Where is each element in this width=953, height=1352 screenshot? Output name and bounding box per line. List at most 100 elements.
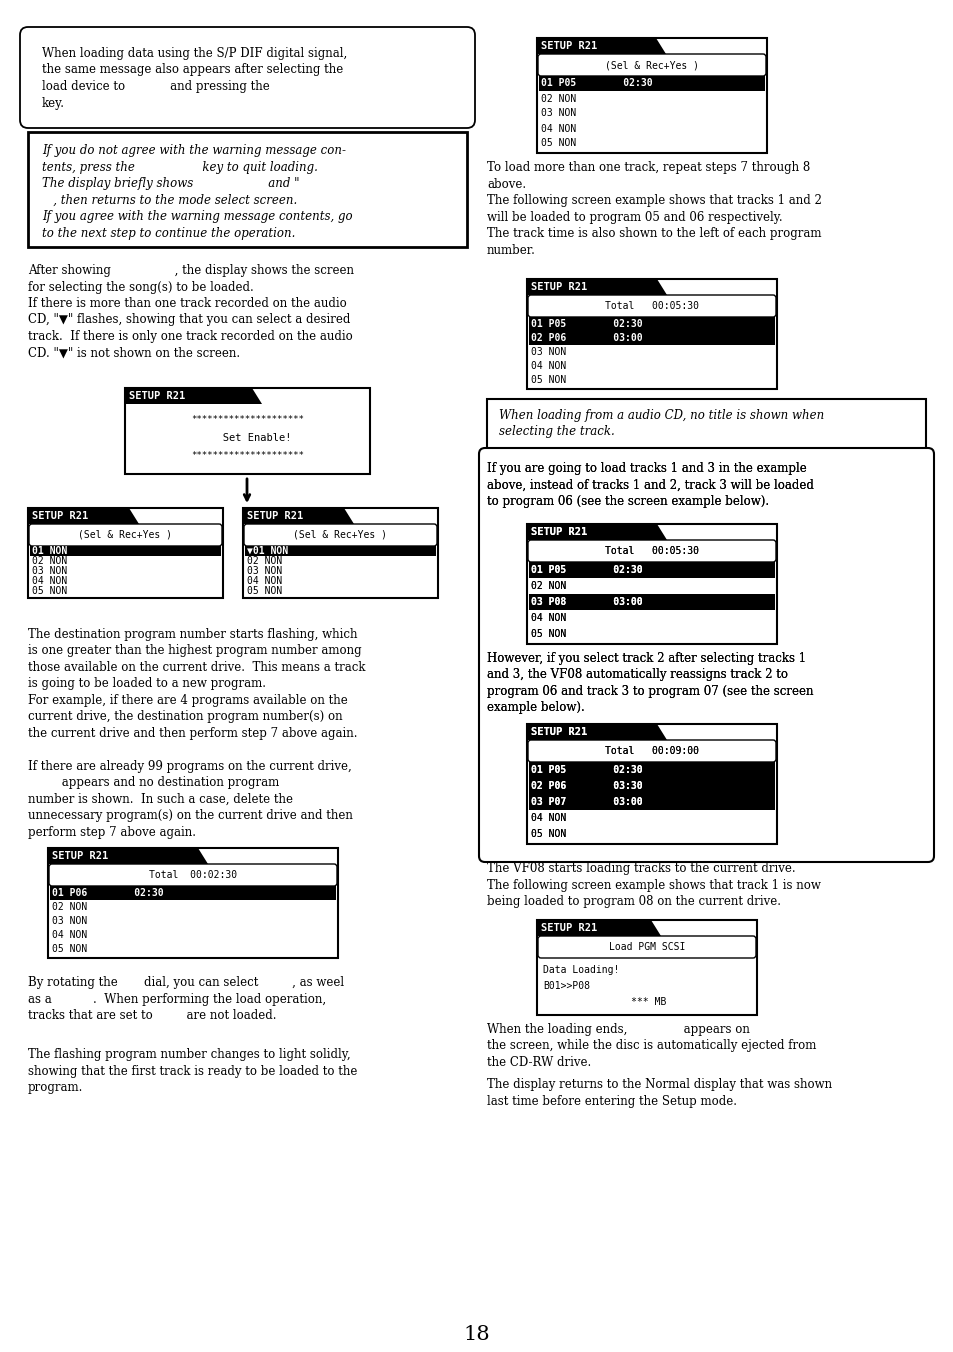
Text: 03 P07        03:00: 03 P07 03:00	[531, 796, 642, 807]
Bar	[529, 794, 774, 810]
Text: 18: 18	[463, 1325, 490, 1344]
FancyBboxPatch shape	[527, 740, 775, 763]
Text: 05 NON: 05 NON	[531, 375, 566, 385]
Bar	[529, 594, 774, 610]
FancyBboxPatch shape	[537, 936, 755, 959]
Text: SETUP R21: SETUP R21	[531, 527, 587, 537]
Polygon shape	[657, 725, 666, 740]
Text: SETUP R21: SETUP R21	[531, 283, 587, 292]
Text: SETUP R21: SETUP R21	[247, 511, 303, 521]
Text: 05 NON: 05 NON	[531, 829, 566, 840]
Text: SETUP R21: SETUP R21	[531, 527, 587, 537]
Bar	[526, 725, 776, 844]
Bar	[526, 725, 657, 740]
Bar	[28, 508, 223, 598]
FancyBboxPatch shape	[20, 27, 475, 128]
Text: 02 NON: 02 NON	[540, 93, 576, 104]
Text: 02 NON: 02 NON	[32, 556, 67, 566]
Text: If you are going to load tracks 1 and 3 in the example
above, instead of tracks : If you are going to load tracks 1 and 3 …	[486, 462, 813, 508]
Text: Set Enable!: Set Enable!	[204, 433, 291, 443]
Bar	[486, 399, 925, 454]
Bar	[537, 38, 656, 54]
Bar	[243, 508, 344, 525]
Text: 03 NON: 03 NON	[52, 917, 87, 926]
FancyBboxPatch shape	[29, 525, 222, 546]
Text: 01 P05        02:30: 01 P05 02:30	[531, 765, 642, 775]
Text: 01 P05        02:30: 01 P05 02:30	[531, 319, 642, 329]
FancyBboxPatch shape	[527, 295, 775, 316]
Bar	[529, 794, 774, 810]
Bar	[529, 777, 774, 794]
Text: 01 P06        02:30: 01 P06 02:30	[52, 888, 164, 898]
Polygon shape	[650, 919, 660, 936]
Polygon shape	[657, 725, 666, 740]
Bar	[529, 562, 774, 579]
Text: B01>>P08: B01>>P08	[542, 982, 589, 991]
Bar	[526, 525, 776, 644]
Text: *********************: *********************	[191, 415, 304, 425]
Text: 02 NON: 02 NON	[247, 556, 282, 566]
Text: Total   00:05:30: Total 00:05:30	[604, 546, 699, 556]
Text: 04 NON: 04 NON	[540, 123, 576, 134]
Text: Total   00:05:30: Total 00:05:30	[604, 301, 699, 311]
Text: When loading data using the S/P DIF digital signal,
the same message also appear: When loading data using the S/P DIF digi…	[42, 47, 347, 110]
Text: Data Loading!: Data Loading!	[542, 965, 618, 975]
Text: 04 NON: 04 NON	[531, 813, 566, 823]
FancyBboxPatch shape	[478, 448, 933, 863]
Text: 01 P05        02:30: 01 P05 02:30	[531, 765, 642, 775]
Text: SETUP R21: SETUP R21	[540, 923, 597, 933]
Text: 04 NON: 04 NON	[531, 361, 566, 370]
Bar	[30, 546, 221, 556]
Text: 04 NON: 04 NON	[52, 930, 87, 940]
FancyBboxPatch shape	[537, 54, 765, 76]
Text: SETUP R21: SETUP R21	[540, 41, 597, 51]
Text: If you do not agree with the warning message con-
tents, press the              : If you do not agree with the warning mes…	[42, 145, 353, 239]
Bar	[537, 38, 766, 153]
Text: 03 NON: 03 NON	[32, 566, 67, 576]
Text: (Sel & Rec+Yes ): (Sel & Rec+Yes )	[78, 530, 172, 539]
Text: 03 NON: 03 NON	[247, 566, 282, 576]
Text: 02 P06        03:30: 02 P06 03:30	[531, 781, 642, 791]
Text: 02 P06        03:30: 02 P06 03:30	[531, 781, 642, 791]
Text: 02 P06        03:00: 02 P06 03:00	[531, 333, 642, 343]
Text: 03 P08        03:00: 03 P08 03:00	[531, 598, 642, 607]
Text: (Sel & Rec+Yes ): (Sel & Rec+Yes )	[294, 530, 387, 539]
Text: However, if you select track 2 after selecting tracks 1
and 3, the VF08 automati: However, if you select track 2 after sel…	[486, 652, 813, 714]
Bar	[529, 763, 774, 777]
Bar	[526, 279, 776, 389]
Polygon shape	[344, 508, 354, 525]
Text: Total   00:09:00: Total 00:09:00	[604, 746, 699, 756]
Text: After showing                 , the display shows the screen
for selecting the s: After showing , the display shows the sc…	[28, 264, 354, 360]
Text: SETUP R21: SETUP R21	[531, 727, 587, 737]
FancyBboxPatch shape	[244, 525, 436, 546]
Polygon shape	[657, 525, 666, 539]
Text: When the loading ends,               appears on
the screen, while the disc is au: When the loading ends, appears on the sc…	[486, 1023, 816, 1069]
FancyBboxPatch shape	[527, 740, 775, 763]
Text: The display returns to the Normal display that was shown
last time before enteri: The display returns to the Normal displa…	[486, 1078, 831, 1107]
Text: 05 NON: 05 NON	[247, 585, 282, 596]
Bar	[529, 777, 774, 794]
Text: 02 NON: 02 NON	[531, 581, 566, 591]
Bar	[538, 76, 764, 91]
Text: When loading from a audio CD, no title is shown when
selecting the track.: When loading from a audio CD, no title i…	[498, 410, 823, 438]
Text: 04 NON: 04 NON	[531, 612, 566, 623]
Text: SETUP R21: SETUP R21	[32, 511, 89, 521]
Polygon shape	[129, 508, 139, 525]
Bar	[537, 919, 757, 1015]
Bar	[28, 132, 467, 247]
Bar	[529, 331, 774, 345]
Text: SETUP R21: SETUP R21	[531, 727, 587, 737]
Bar	[48, 848, 337, 959]
Bar	[50, 886, 335, 900]
Text: Total   00:05:30: Total 00:05:30	[604, 546, 699, 556]
Bar	[526, 525, 657, 539]
Bar	[529, 316, 774, 331]
Text: 04 NON: 04 NON	[247, 576, 282, 585]
Bar	[526, 525, 776, 644]
Text: 04 NON: 04 NON	[531, 813, 566, 823]
Text: If you are going to load tracks 1 and 3 in the example
above, instead of tracks : If you are going to load tracks 1 and 3 …	[486, 462, 813, 508]
Text: *** MB: *** MB	[542, 996, 666, 1007]
Text: 02 NON: 02 NON	[52, 902, 87, 913]
Text: 03 P07        03:00: 03 P07 03:00	[531, 796, 642, 807]
Text: SETUP R21: SETUP R21	[52, 850, 108, 861]
